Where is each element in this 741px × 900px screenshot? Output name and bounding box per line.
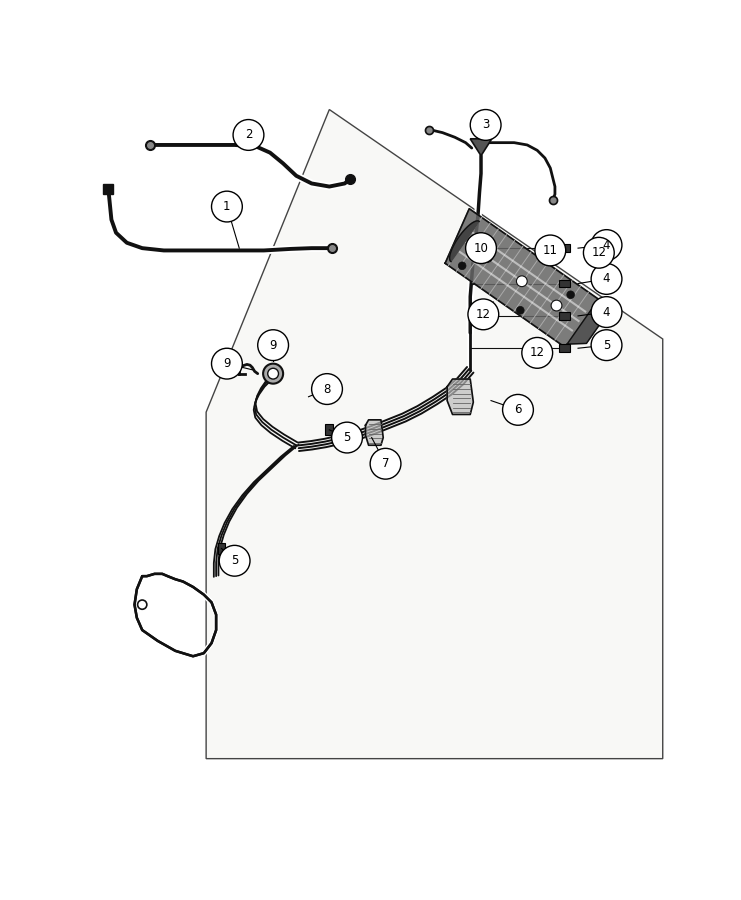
Circle shape <box>516 276 527 286</box>
Polygon shape <box>450 220 479 262</box>
Circle shape <box>268 368 279 379</box>
Circle shape <box>551 301 562 310</box>
Circle shape <box>465 233 496 264</box>
Circle shape <box>591 264 622 294</box>
Text: 4: 4 <box>602 273 611 285</box>
Polygon shape <box>447 379 473 415</box>
Text: 12: 12 <box>476 308 491 321</box>
Circle shape <box>138 600 147 609</box>
Text: 8: 8 <box>323 382 330 396</box>
Circle shape <box>591 329 622 361</box>
Text: 1: 1 <box>223 200 230 213</box>
Bar <box>559 280 570 287</box>
Text: 11: 11 <box>543 244 558 257</box>
Circle shape <box>583 238 614 268</box>
Text: 5: 5 <box>231 554 239 567</box>
Polygon shape <box>567 302 605 344</box>
Circle shape <box>233 120 264 150</box>
Circle shape <box>211 191 242 222</box>
Text: 5: 5 <box>603 338 611 352</box>
Circle shape <box>468 299 499 329</box>
Circle shape <box>258 329 288 361</box>
Circle shape <box>522 338 553 368</box>
Text: 6: 6 <box>514 403 522 417</box>
Circle shape <box>591 297 622 328</box>
Circle shape <box>502 394 534 425</box>
Text: 7: 7 <box>382 457 389 470</box>
Text: 5: 5 <box>343 431 350 444</box>
Polygon shape <box>206 110 662 759</box>
Text: 12: 12 <box>591 247 606 259</box>
Text: 2: 2 <box>245 129 252 141</box>
Text: 12: 12 <box>530 346 545 359</box>
Polygon shape <box>365 419 383 446</box>
Polygon shape <box>471 139 492 156</box>
Text: 4: 4 <box>602 306 611 319</box>
Text: 9: 9 <box>270 338 277 352</box>
Circle shape <box>591 230 622 260</box>
Circle shape <box>312 374 342 404</box>
Text: 10: 10 <box>473 241 488 255</box>
Text: 9: 9 <box>223 357 230 370</box>
Circle shape <box>482 252 493 262</box>
Bar <box>559 312 570 319</box>
Text: 3: 3 <box>482 119 489 131</box>
Bar <box>218 543 225 553</box>
Bar <box>559 345 570 352</box>
Circle shape <box>332 422 362 453</box>
Circle shape <box>458 262 466 270</box>
Circle shape <box>535 235 565 266</box>
Circle shape <box>211 348 242 379</box>
Text: 4: 4 <box>602 238 611 252</box>
Circle shape <box>516 306 524 314</box>
Bar <box>325 425 333 436</box>
Circle shape <box>567 291 574 299</box>
Bar <box>559 244 570 252</box>
Circle shape <box>370 448 401 479</box>
Circle shape <box>471 110 501 140</box>
Circle shape <box>219 545 250 576</box>
Circle shape <box>263 364 283 383</box>
Polygon shape <box>445 209 605 347</box>
